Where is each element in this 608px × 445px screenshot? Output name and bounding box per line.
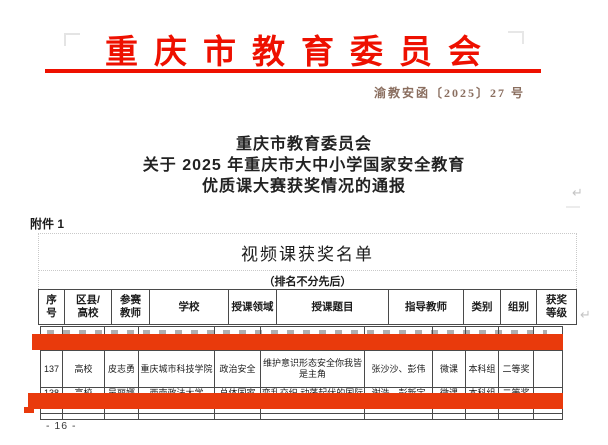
redaction-bar xyxy=(32,334,563,350)
redaction-bar xyxy=(28,393,563,409)
column-header: 指导教师 xyxy=(389,290,464,324)
column-header: 参赛教师 xyxy=(112,290,150,324)
cell-topic: 维护意识形态安全你我皆是主角 xyxy=(261,351,365,387)
text-boundary-mark-left xyxy=(64,33,80,46)
paragraph-return-icon: ↵ xyxy=(572,185,583,200)
cell-field: 政治安全 xyxy=(215,351,261,387)
column-header: 学校 xyxy=(150,290,229,324)
document-title-line-3: 优质课大赛获奖情况的通报 xyxy=(201,178,406,195)
table-row-edge xyxy=(41,414,562,419)
table-header-row: 序号 区县/高校 参赛教师 学校 授课领域 授课题目 指导教师 类别 组别 获奖… xyxy=(38,289,577,325)
document-number: 渝教安函〔2025〕27 号 xyxy=(373,86,525,100)
cell-school: 重庆城市科技学院 xyxy=(139,351,215,387)
paragraph-return-icon: ↵ xyxy=(580,307,591,322)
column-header: 类别 xyxy=(464,290,501,324)
cell-category: 微课 xyxy=(433,351,466,387)
cell-group: 本科组 xyxy=(466,351,499,387)
column-header: 序号 xyxy=(39,290,65,324)
table-caption-block: 视频课获奖名单 （排名不分先后） xyxy=(38,233,577,291)
table-row: 137 高校 皮志勇 重庆城市科技学院 政治安全 维护意识形态安全你我皆是主角 … xyxy=(41,351,562,388)
cell-district: 高校 xyxy=(63,351,105,387)
page-number: - 16 - xyxy=(46,420,77,432)
document-title-line-2: 关于 2025 年重庆市大中小学国家安全教育 xyxy=(142,157,466,174)
attachment-label: 附件 1 xyxy=(30,217,65,231)
text-boundary-mark-right xyxy=(508,31,524,44)
letterhead-title: 重庆市教育委员会 xyxy=(105,35,497,71)
cell-seq: 137 xyxy=(41,351,63,387)
document-title: 重庆市教育委员会 关于 2025 年重庆市大中小学国家安全教育 优质课大赛获奖情… xyxy=(54,134,554,197)
document-title-line-1: 重庆市教育委员会 xyxy=(235,136,372,153)
column-header: 组别 xyxy=(501,290,537,324)
column-header: 授课领域 xyxy=(229,290,277,324)
redaction-bar-stub xyxy=(24,407,34,413)
table-subcaption: （排名不分先后） xyxy=(263,275,352,288)
margin-dash-mark xyxy=(566,206,580,208)
table-caption: 视频课获奖名单 xyxy=(39,234,576,271)
cell-advisor: 张沙沙、彭伟 xyxy=(365,351,433,387)
column-header: 获奖等级 xyxy=(546,294,567,319)
cell-teacher: 皮志勇 xyxy=(105,351,139,387)
column-header: 授课题目 xyxy=(277,290,389,324)
column-header: 区县/高校 xyxy=(65,290,112,324)
cell-prize: 二等奖 xyxy=(499,351,534,387)
letterhead-rule xyxy=(45,69,541,73)
